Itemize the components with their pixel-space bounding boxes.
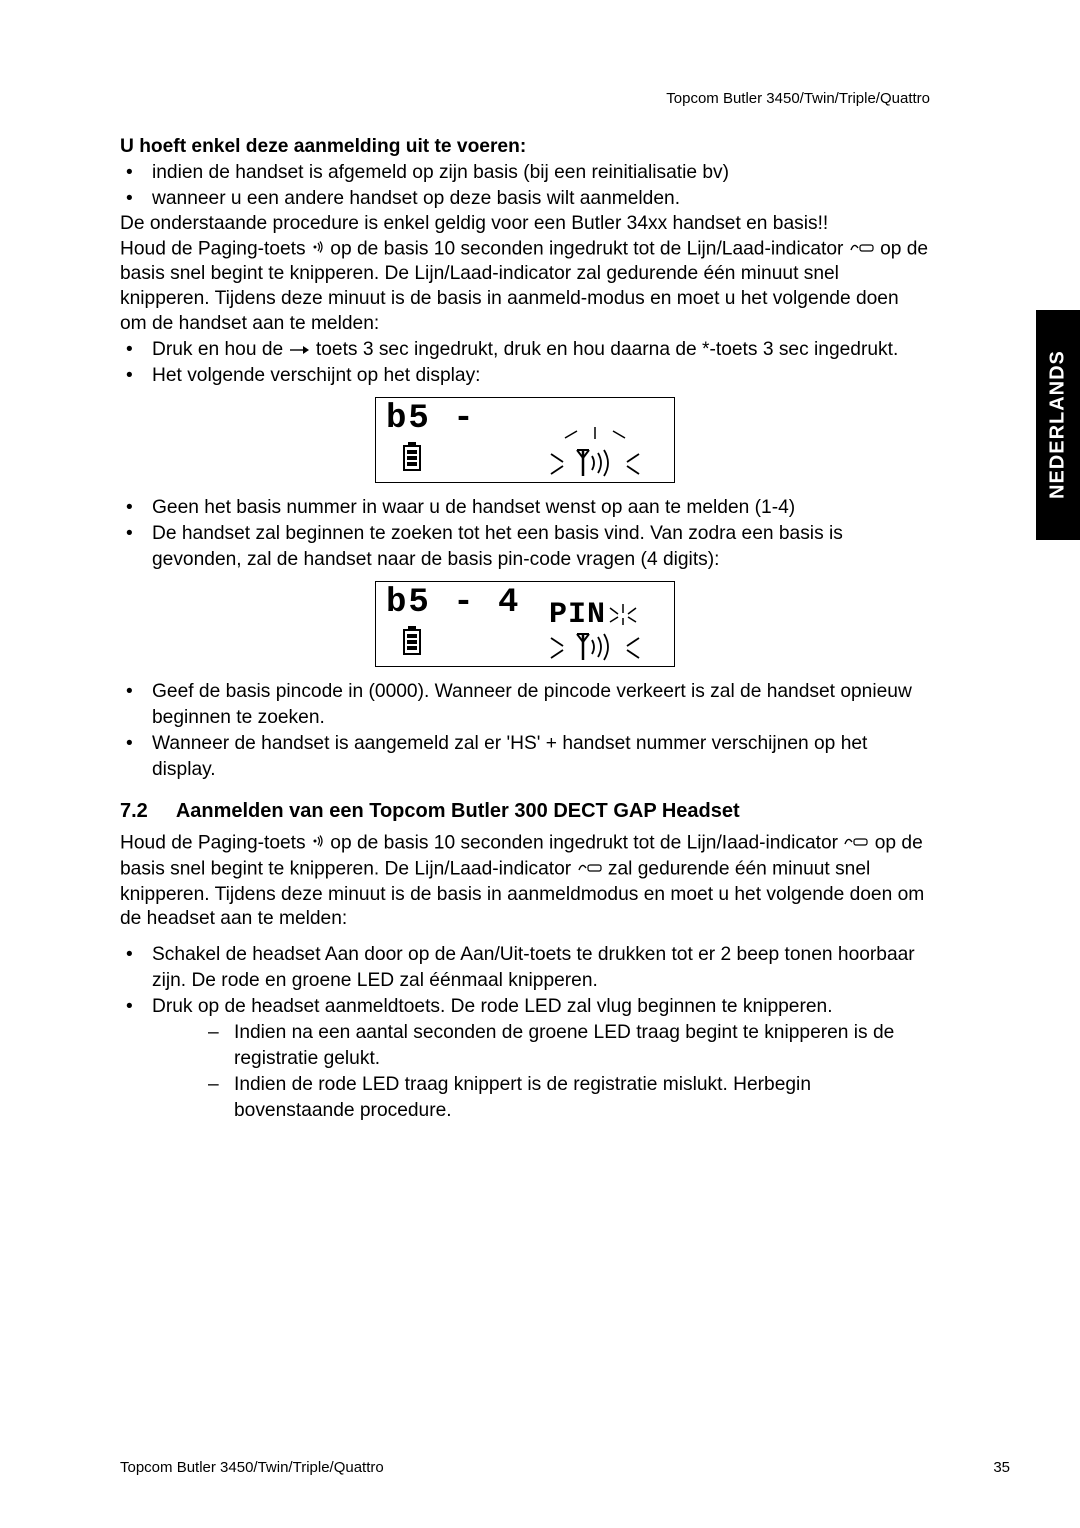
antenna-icon — [545, 448, 645, 478]
list-item: Het volgende verschijnt op het display: — [120, 363, 930, 389]
footer-left: Topcom Butler 3450/Twin/Triple/Quattro — [120, 1459, 384, 1476]
section-bullet-list: Schakel de headset Aan door op de Aan/Ui… — [120, 942, 930, 1123]
paragraph: Houd de Paging-toets op de basis 10 seco… — [120, 237, 930, 337]
lcd-pin-text: PIN — [549, 600, 606, 630]
after-display2-list: Geef de basis pincode in (0000). Wanneer… — [120, 679, 930, 783]
text-run: Druk op de headset aanmeldtoets. De rode… — [152, 996, 833, 1017]
list-item: Geef de basis pincode in (0000). Wanneer… — [120, 679, 930, 731]
list-item: Druk op de headset aanmeldtoets. De rode… — [120, 994, 930, 1124]
intro-heading: U hoeft enkel deze aanmelding uit te voe… — [120, 135, 930, 160]
list-item: Schakel de headset Aan door op de Aan/Ui… — [120, 942, 930, 994]
lcd-display-2: b5 - 4 PIN — [375, 581, 675, 667]
lcd-left-text: b5 - 4 — [386, 586, 520, 620]
section-paragraph: Houd de Paging-toets op de basis 10 seco… — [120, 831, 930, 932]
intro-bullet-list: indien de handset is afgemeld op zijn ba… — [120, 160, 930, 212]
line-charge-icon — [849, 237, 875, 262]
page-footer: Topcom Butler 3450/Twin/Triple/Quattro 3… — [120, 1459, 1010, 1476]
lcd-left-text: b5 - — [386, 402, 476, 436]
rays-icon — [606, 600, 640, 626]
pin-row: PIN — [549, 600, 640, 630]
footer-page-number: 35 — [993, 1459, 1010, 1476]
text-run: toets 3 sec ingedrukt, druk en hou daarn… — [316, 339, 898, 360]
list-item: Geen het basis nummer in waar u de hands… — [120, 495, 930, 521]
header-product: Topcom Butler 3450/Twin/Triple/Quattro — [120, 90, 1010, 107]
line-charge-icon — [577, 857, 603, 882]
list-item: Indien na een aantal seconden de groene … — [206, 1020, 930, 1072]
paging-icon — [311, 237, 325, 262]
battery-icon — [400, 442, 424, 477]
section-number: 7.2 — [120, 800, 148, 823]
battery-icon — [400, 626, 424, 661]
text-run: op de basis 10 seconden ingedrukt tot de… — [330, 833, 843, 854]
language-tab: NEDERLANDS — [1036, 310, 1080, 540]
arrow-right-icon — [289, 337, 311, 363]
text-run: Druk en hou de — [152, 339, 289, 360]
line-charge-icon — [843, 831, 869, 856]
list-item: indien de handset is afgemeld op zijn ba… — [120, 160, 930, 186]
text-run: Houd de Paging-toets — [120, 833, 311, 854]
list-item: Wanneer de handset is aangemeld zal er '… — [120, 731, 930, 783]
paragraph: De onderstaande procedure is enkel geldi… — [120, 212, 930, 237]
list-item: Druk en hou de toets 3 sec ingedrukt, dr… — [120, 337, 930, 363]
lcd-display-1: b5 - — [375, 397, 675, 483]
nested-dash-list: Indien na een aantal seconden de groene … — [206, 1020, 930, 1124]
list-item: Indien de rode LED traag knippert is de … — [206, 1072, 930, 1124]
list-item: De handset zal beginnen te zoeken tot he… — [120, 521, 930, 573]
section-7-2-heading: 7.2 Aanmelden van een Topcom Butler 300 … — [120, 800, 930, 823]
antenna-icon — [545, 632, 645, 662]
paging-icon — [311, 831, 325, 856]
list-item: wanneer u een andere handset op deze bas… — [120, 186, 930, 212]
section-title: Aanmelden van een Topcom Butler 300 DECT… — [176, 800, 740, 823]
text-run: Houd de Paging-toets — [120, 238, 311, 259]
signal-rays-icon — [555, 424, 635, 444]
text-run: op de basis 10 seconden ingedrukt tot de… — [330, 238, 848, 259]
after-display1-list: Geen het basis nummer in waar u de hands… — [120, 495, 930, 573]
procedure-list: Druk en hou de toets 3 sec ingedrukt, dr… — [120, 337, 930, 389]
